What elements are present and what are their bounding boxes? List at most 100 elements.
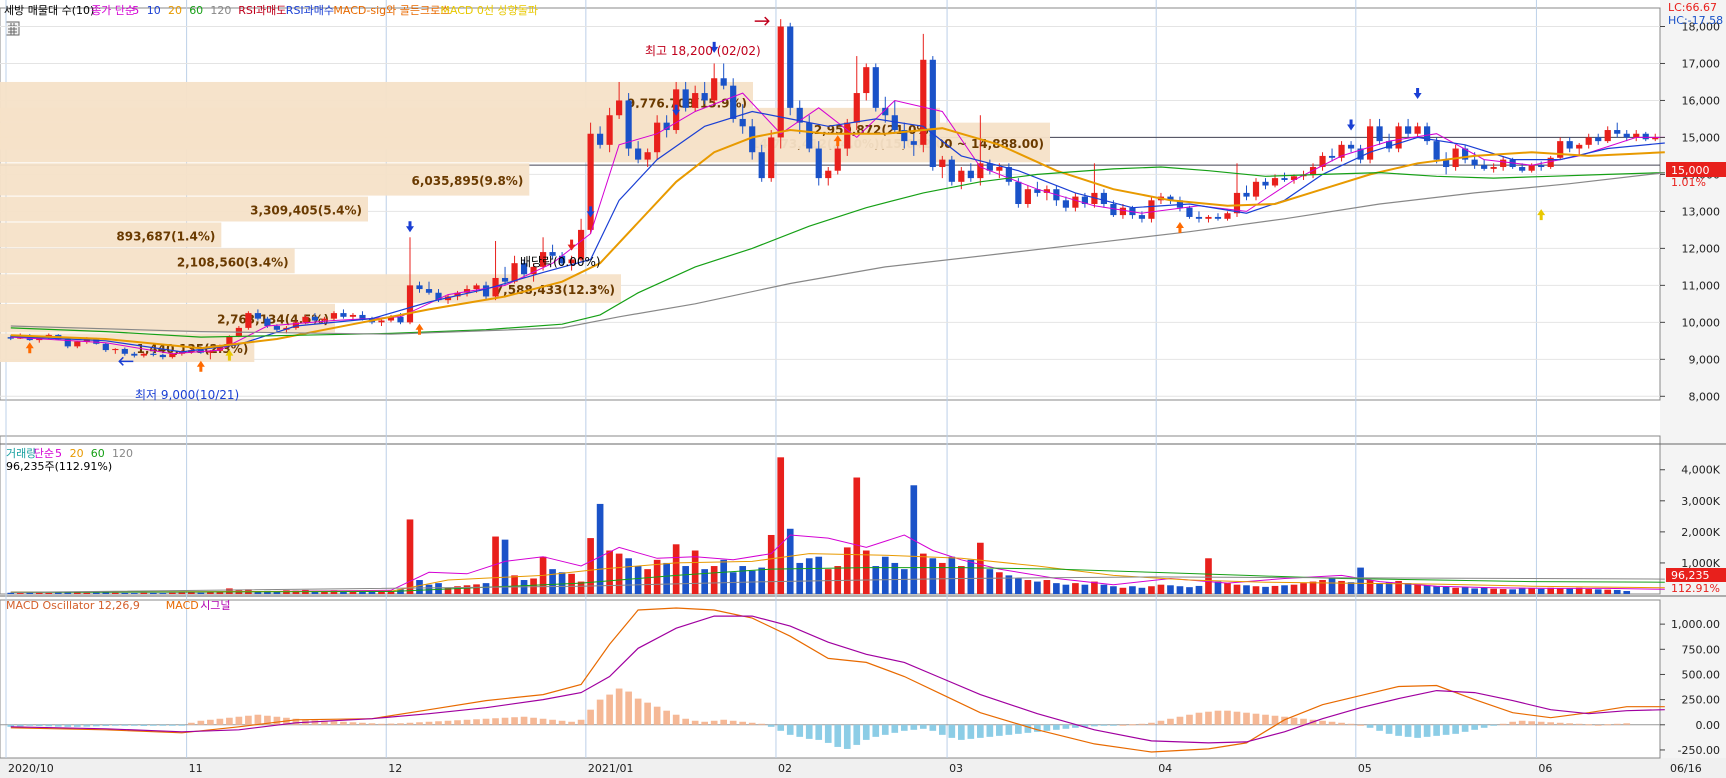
volume-bar [131, 593, 138, 594]
volume-bar [1471, 588, 1478, 594]
candle-body [977, 163, 984, 179]
oscillator-bar [824, 724, 832, 743]
oscillator-bar [321, 720, 328, 725]
oscillator-bar [169, 724, 176, 726]
oscillator-bar [16, 724, 24, 727]
volume-profile-label: 6,035,895(9.8%) [412, 174, 524, 188]
volume-tick-label: 1,000K [1681, 557, 1720, 570]
volume-bar [1043, 580, 1051, 594]
volume-bar [111, 592, 119, 594]
volume-bar [958, 566, 965, 594]
candle-body [1500, 159, 1507, 168]
candle-body [663, 122, 670, 131]
ma-line-60 [10, 166, 1665, 338]
oscillator-bar [368, 723, 376, 725]
volume-bar [815, 556, 823, 594]
candle-body [806, 122, 813, 149]
volume-bar [1537, 588, 1545, 594]
volume-bar [102, 592, 110, 594]
volume-bar [824, 569, 832, 594]
macd-tick-label: 500.00 [1682, 668, 1721, 681]
oscillator-bar [587, 709, 594, 725]
price-panel[interactable] [7, 16, 1665, 372]
volume-bar [996, 572, 1003, 594]
volume-bar [881, 556, 889, 594]
oscillator-bar [1528, 721, 1535, 725]
oscillator-bar [1110, 724, 1117, 726]
volume-bar [682, 566, 689, 594]
oscillator-bar [672, 714, 680, 725]
volume-bar [1490, 588, 1497, 594]
legend-item: MACD-sig와 골든크로스 [333, 4, 450, 17]
time-tick-label: 02 [778, 762, 792, 775]
oscillator-bar [862, 724, 870, 740]
oscillator-bar [416, 722, 423, 725]
volume-bar [672, 544, 680, 594]
oscillator-bar [1423, 724, 1431, 737]
macd-line [10, 607, 1665, 753]
oscillator-bar [150, 724, 157, 726]
volume-bar [1281, 585, 1288, 594]
oscillator-bar [996, 724, 1003, 736]
candle-body [739, 118, 746, 127]
volume-ma-line-5 [10, 534, 1665, 593]
candle-body [558, 255, 566, 264]
oscillator-bar [881, 724, 889, 735]
candle-body [1224, 213, 1231, 219]
volume-bar [121, 592, 129, 594]
volume-bar [1015, 578, 1022, 594]
oscillator-bar [653, 706, 661, 725]
price-tick-label: 16,000 [1682, 94, 1721, 107]
panel-frame [0, 7, 1661, 401]
volume-bar [35, 592, 43, 594]
candle-body [378, 320, 385, 323]
legend-item: 120 [112, 447, 133, 460]
candle-body [511, 263, 518, 282]
volume-bar [416, 580, 423, 594]
candle-body [1566, 141, 1573, 149]
oscillator-bar [83, 724, 91, 727]
oscillator-bar [1575, 723, 1583, 725]
oscillator-bar [473, 719, 480, 725]
badges: 15,000 1.01% 96,235 112.91% [1666, 162, 1726, 595]
volume-bar [919, 553, 927, 594]
candle-body [74, 341, 81, 347]
candle-body [1405, 126, 1412, 134]
candle-body [1652, 137, 1659, 140]
candle-body [102, 343, 109, 351]
candle-body [730, 85, 737, 119]
volume-bar [1205, 558, 1212, 594]
oscillator-bar [1328, 721, 1336, 725]
candle-body [682, 89, 689, 108]
legend-item: 20 [70, 447, 84, 460]
candle-body [1519, 167, 1526, 171]
signal-arrow [586, 206, 595, 218]
legend-item: 거래량 [6, 447, 36, 460]
price-tick-label: 12,000 [1682, 242, 1721, 255]
candle-body [1576, 144, 1583, 149]
candle-body [1395, 126, 1402, 149]
volume-bar [406, 519, 414, 594]
candle-body [872, 67, 879, 108]
volume-bar [150, 592, 157, 594]
candle-body [787, 26, 794, 108]
volume-panel[interactable] [7, 457, 1665, 594]
volume-bar [501, 539, 509, 594]
candle-body [216, 345, 223, 351]
oscillator-bar [1043, 724, 1051, 731]
oscillator-bar [815, 724, 823, 740]
oscillator-bar [1452, 724, 1459, 734]
volume-bar [254, 591, 262, 594]
volume-bar [45, 592, 53, 594]
volume-bar [1623, 591, 1631, 594]
oscillator-bar [758, 723, 766, 725]
ma-line-5 [10, 92, 1665, 355]
candle-body [815, 148, 822, 179]
volume-bar [178, 592, 186, 594]
oscillator-bar [1015, 724, 1022, 734]
macd-panel[interactable] [7, 607, 1665, 753]
candle-body [359, 314, 366, 319]
candle-body [948, 159, 955, 182]
volume-bar [577, 581, 585, 594]
volume-profile-bar [0, 163, 530, 196]
